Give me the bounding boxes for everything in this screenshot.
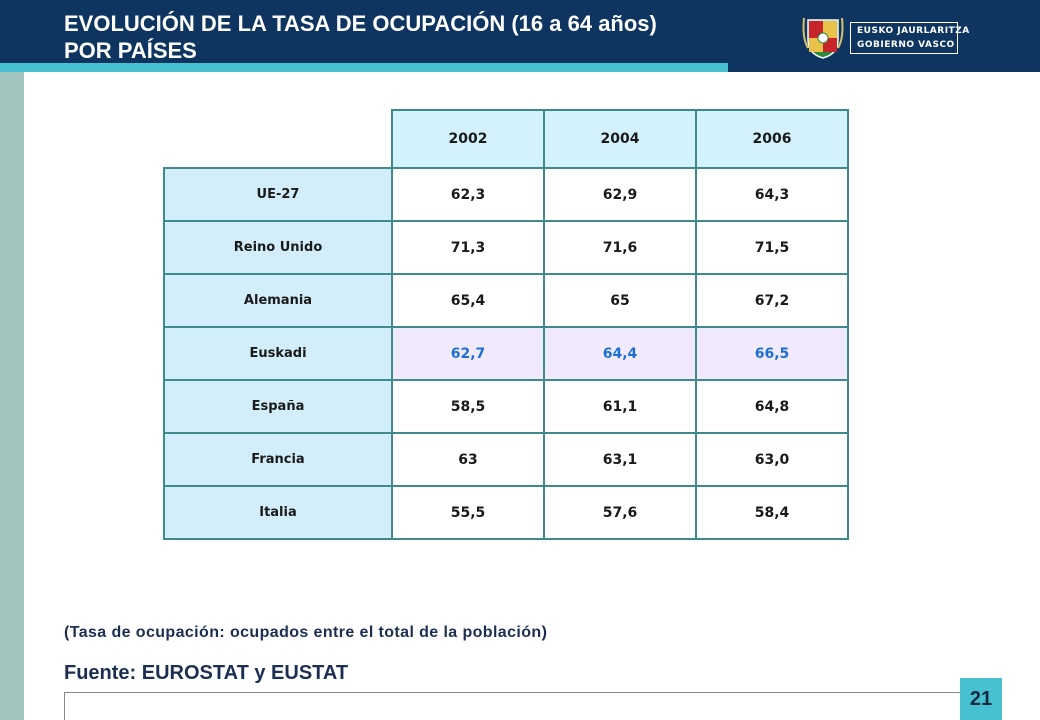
row-label: Euskadi <box>163 326 393 381</box>
table-row-highlighted: Euskadi 62,7 64,4 66,5 <box>163 326 849 381</box>
table-cell: 71,3 <box>391 220 545 275</box>
table-cell: 66,5 <box>695 326 849 381</box>
table-cell: 55,5 <box>391 485 545 540</box>
table-cell: 57,6 <box>543 485 697 540</box>
row-label: España <box>163 379 393 434</box>
logo-text-basque: EUSKO JAURLARITZA <box>857 26 970 36</box>
table-cell: 67,2 <box>695 273 849 328</box>
row-label: Alemania <box>163 273 393 328</box>
title-line-1: EVOLUCIÓN DE LA TASA DE OCUPACIÓN (16 a … <box>64 11 657 36</box>
table-row: Alemania 65,4 65 67,2 <box>163 273 849 328</box>
header-bar <box>0 0 1040 72</box>
table-cell: 58,5 <box>391 379 545 434</box>
footer-divider <box>64 692 960 693</box>
table-cell: 63,1 <box>543 432 697 487</box>
table-header-row: 2002 2004 2006 <box>164 109 849 169</box>
header-accent-bar <box>0 63 728 72</box>
definition-note: (Tasa de ocupación: ocupados entre el to… <box>64 624 548 641</box>
table-row: España 58,5 61,1 64,8 <box>163 379 849 434</box>
source-caption: Fuente: EUROSTAT y EUSTAT <box>64 662 349 684</box>
logo-text-spanish: GOBIERNO VASCO <box>857 40 955 50</box>
column-header: 2004 <box>543 109 697 169</box>
coat-of-arms-icon <box>802 17 844 59</box>
table-cell: 71,5 <box>695 220 849 275</box>
table-cell: 64,3 <box>695 167 849 222</box>
slide-title: EVOLUCIÓN DE LA TASA DE OCUPACIÓN (16 a … <box>64 10 657 64</box>
footer-divider-vertical <box>64 692 65 720</box>
table-row: Francia 63 63,1 63,0 <box>163 432 849 487</box>
row-label: Reino Unido <box>163 220 393 275</box>
row-label: Francia <box>163 432 393 487</box>
gobierno-vasco-logo: EUSKO JAURLARITZA GOBIERNO VASCO <box>800 14 969 60</box>
row-label: Italia <box>163 485 393 540</box>
table-row: Reino Unido 71,3 71,6 71,5 <box>163 220 849 275</box>
table-cell: 62,9 <box>543 167 697 222</box>
table-cell: 62,7 <box>391 326 545 381</box>
left-side-stripe <box>0 72 24 720</box>
logo-text-box: EUSKO JAURLARITZA GOBIERNO VASCO <box>850 22 969 54</box>
table-row: Italia 55,5 57,6 58,4 <box>163 485 849 540</box>
row-label: UE-27 <box>163 167 393 222</box>
employment-rate-table: 2002 2004 2006 UE-27 62,3 62,9 64,3 Rein… <box>163 109 849 540</box>
table-cell: 71,6 <box>543 220 697 275</box>
table-cell: 62,3 <box>391 167 545 222</box>
table-cell: 65 <box>543 273 697 328</box>
table-cell: 65,4 <box>391 273 545 328</box>
table-cell: 63,0 <box>695 432 849 487</box>
employment-rate-table-wrap: 2002 2004 2006 UE-27 62,3 62,9 64,3 Rein… <box>163 109 849 540</box>
table-cell: 63 <box>391 432 545 487</box>
column-header: 2006 <box>695 109 849 169</box>
table-cell: 58,4 <box>695 485 849 540</box>
table-row: UE-27 62,3 62,9 64,3 <box>163 167 849 222</box>
title-line-2: POR PAÍSES <box>64 38 197 63</box>
column-header: 2002 <box>391 109 545 169</box>
table-cell: 64,8 <box>695 379 849 434</box>
table-cell: 64,4 <box>543 326 697 381</box>
page-number: 21 <box>960 678 1002 720</box>
table-corner-cell <box>164 110 392 168</box>
table-cell: 61,1 <box>543 379 697 434</box>
